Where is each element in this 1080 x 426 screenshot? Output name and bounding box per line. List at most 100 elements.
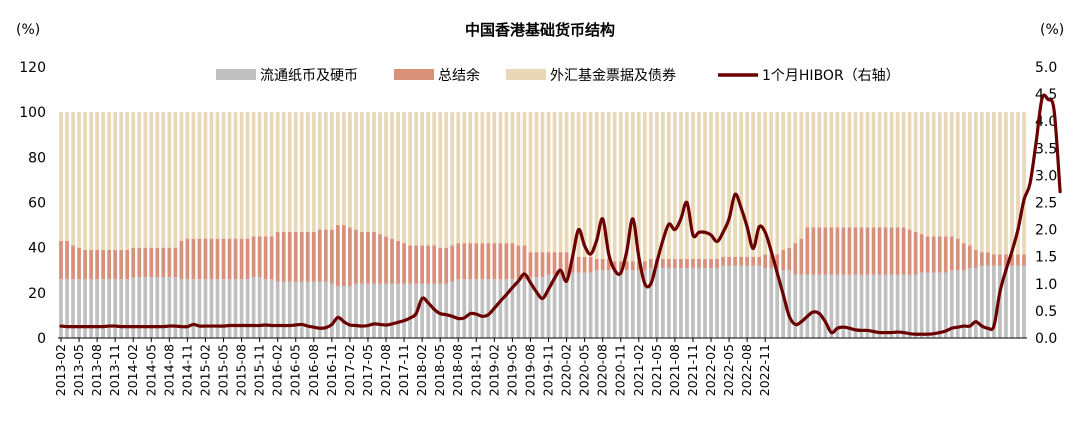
bar-efbn xyxy=(137,112,142,248)
bar-balance xyxy=(787,247,792,271)
bar-balance xyxy=(955,238,960,271)
bar-efbn xyxy=(757,112,762,257)
bar-balance xyxy=(522,245,527,280)
bar-balance xyxy=(257,236,262,278)
y-tick-label: 80 xyxy=(28,150,46,166)
bar-efbn xyxy=(408,112,412,246)
bar-currency xyxy=(131,277,136,338)
bar-efbn xyxy=(552,112,557,253)
legend-swatch-currency xyxy=(216,69,256,80)
bar-currency xyxy=(95,279,99,338)
bar-balance xyxy=(546,252,551,275)
bar-efbn xyxy=(299,112,304,232)
y2-tick-label: 2.0 xyxy=(1035,223,1057,239)
bar-balance xyxy=(721,256,725,266)
bar-efbn xyxy=(65,112,69,241)
x-tick-label: 2020-08 xyxy=(595,344,610,396)
bar-efbn xyxy=(703,112,707,259)
bar-balance xyxy=(402,243,406,284)
bar-balance xyxy=(299,231,304,282)
bar-currency xyxy=(89,279,93,338)
bar-efbn xyxy=(444,112,449,248)
bar-currency xyxy=(967,267,972,338)
bar-balance xyxy=(462,243,467,280)
bar-currency xyxy=(390,283,394,338)
bar-balance xyxy=(167,247,172,278)
bar-currency xyxy=(799,274,804,338)
x-tick-label: 2019-02 xyxy=(486,344,501,396)
x-tick-label: 2022-02 xyxy=(703,344,718,396)
bar-balance xyxy=(564,252,569,275)
right-axis-unit: (%) xyxy=(1040,22,1064,38)
y2-tick-label: 1.5 xyxy=(1035,250,1057,266)
bar-efbn xyxy=(468,112,473,244)
bar-efbn xyxy=(998,112,1002,255)
bar-currency xyxy=(191,279,196,338)
bar-balance xyxy=(528,252,533,278)
legend-swatch-balance xyxy=(394,69,434,80)
bar-efbn xyxy=(221,112,226,239)
x-tick-label: 2021-05 xyxy=(649,344,664,396)
bar-currency xyxy=(1022,265,1026,338)
bar-efbn xyxy=(197,112,202,239)
bar-balance xyxy=(829,227,834,275)
bar-currency xyxy=(979,265,984,338)
bar-balance xyxy=(823,227,828,275)
bar-balance xyxy=(775,254,780,268)
bar-efbn xyxy=(107,112,112,250)
x-tick-label: 2015-05 xyxy=(216,344,231,396)
bar-currency xyxy=(642,270,647,338)
bar-efbn xyxy=(949,112,954,237)
bar-efbn xyxy=(582,112,587,257)
chart-title: 中国香港基础货币结构 xyxy=(465,21,615,39)
bar-currency xyxy=(438,283,443,338)
bar-efbn xyxy=(787,112,792,248)
bar-efbn xyxy=(438,112,443,248)
bar-efbn xyxy=(793,112,798,244)
y2-tick-label: 1.0 xyxy=(1035,277,1057,293)
bar-currency xyxy=(931,272,936,338)
bar-currency xyxy=(781,270,786,338)
bar-balance xyxy=(227,238,232,280)
bar-currency xyxy=(612,270,617,338)
bar-efbn xyxy=(654,112,659,259)
bar-currency xyxy=(233,279,238,338)
bar-balance xyxy=(71,245,75,280)
y2-tick-label: 0.5 xyxy=(1035,304,1057,320)
bar-efbn xyxy=(877,112,882,228)
bar-balance xyxy=(667,258,671,268)
bar-currency xyxy=(480,279,485,338)
bar-balance xyxy=(691,258,695,268)
bar-currency xyxy=(257,277,262,338)
bar-balance xyxy=(342,225,346,287)
bar-efbn xyxy=(570,112,575,255)
bar-efbn xyxy=(510,112,515,244)
bar-currency xyxy=(630,270,635,338)
bar-balance xyxy=(468,243,473,280)
bar-balance xyxy=(191,238,196,280)
bar-currency xyxy=(865,274,870,338)
bar-efbn xyxy=(883,112,888,228)
bar-currency xyxy=(901,274,906,338)
bar-balance xyxy=(504,243,509,280)
bar-currency xyxy=(570,272,575,338)
bar-efbn xyxy=(378,112,382,235)
bar-efbn xyxy=(817,112,822,228)
bar-balance xyxy=(480,243,485,280)
bar-currency xyxy=(468,279,473,338)
bar-currency xyxy=(648,267,653,338)
bar-efbn xyxy=(967,112,972,246)
x-tick-label: 2018-11 xyxy=(468,344,483,396)
bar-currency xyxy=(107,279,112,338)
bar-currency xyxy=(727,265,731,338)
bar-efbn xyxy=(986,112,990,253)
bar-currency xyxy=(408,283,412,338)
bar-efbn xyxy=(287,112,292,232)
bar-balance xyxy=(913,231,918,275)
bar-currency xyxy=(733,265,737,338)
bar-efbn xyxy=(973,112,978,250)
bar-balance xyxy=(245,238,250,280)
bar-currency xyxy=(739,265,743,338)
bar-balance xyxy=(841,227,846,275)
